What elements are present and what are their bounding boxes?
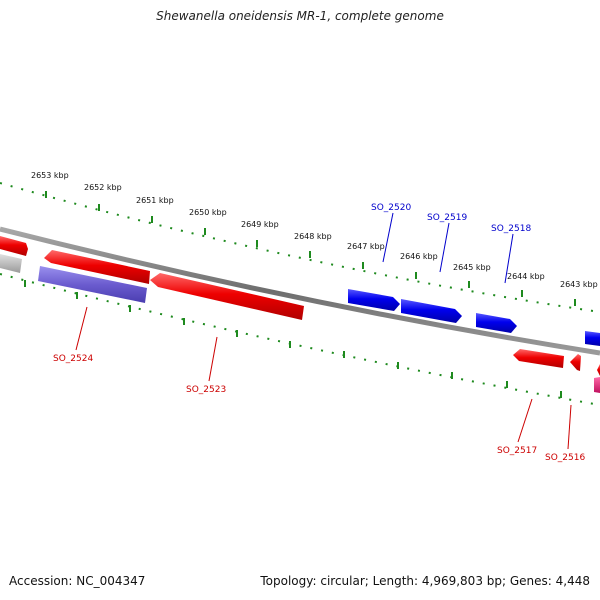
- gene-arrow-forward[interactable]: [401, 299, 462, 323]
- inner-major-ticks: [24, 280, 562, 398]
- gene-label-so-2519[interactable]: SO_2519: [427, 213, 467, 223]
- kbp-label: 2652 kbp: [84, 183, 122, 192]
- gene-leader-line: [517, 398, 533, 443]
- gene-arrow-other-reverse[interactable]: [38, 266, 147, 303]
- kbp-label: 2649 kbp: [241, 220, 279, 229]
- kbp-label: 2653 kbp: [31, 171, 69, 180]
- gene-leader-line: [382, 212, 394, 263]
- gene-leader-line: [75, 306, 88, 351]
- forward-strand-genes[interactable]: [348, 289, 600, 346]
- kbp-label: 2651 kbp: [136, 196, 174, 205]
- outer-ring-dots: [0, 182, 600, 313]
- kbp-label: 2645 kbp: [453, 263, 491, 272]
- genome-backbone: [0, 226, 600, 356]
- gene-label-so-2524[interactable]: SO_2524: [53, 354, 93, 364]
- gene-leader-line: [439, 222, 450, 273]
- gene-arrow-forward[interactable]: [348, 289, 400, 311]
- gene-arrow-reverse[interactable]: [570, 354, 581, 371]
- page-title: Shewanella oneidensis MR-1, complete gen…: [156, 9, 444, 23]
- outer-major-ticks: [45, 191, 576, 306]
- forward-gene-labels: SO_2520 SO_2519 SO_2518: [371, 203, 531, 284]
- gene-leader-line: [208, 336, 218, 382]
- gene-arrow-reverse[interactable]: [44, 250, 150, 284]
- gene-arrow-other[interactable]: [0, 254, 22, 273]
- reverse-gene-labels: SO_2524 SO_2523 SO_2517 SO_2516: [53, 306, 585, 463]
- kbp-label: 2646 kbp: [400, 252, 438, 261]
- reverse-strand-genes: [0, 236, 600, 393]
- kbp-labels: 2653 kbp 2652 kbp 2651 kbp 2650 kbp 2649…: [31, 171, 598, 289]
- gene-arrow-forward[interactable]: [585, 331, 600, 346]
- kbp-label: 2648 kbp: [294, 232, 332, 241]
- inner-scale-ring: [0, 273, 600, 406]
- gene-arrow-reverse[interactable]: [513, 349, 564, 368]
- gene-label-so-2516[interactable]: SO_2516: [545, 453, 585, 463]
- kbp-label: 2644 kbp: [507, 272, 545, 281]
- gene-arrow-reverse[interactable]: [150, 273, 304, 320]
- gene-arrow-other[interactable]: [594, 377, 600, 393]
- kbp-label: 2643 kbp: [560, 280, 598, 289]
- gene-arrow-reverse[interactable]: [597, 364, 600, 376]
- outer-scale-ring: 2653 kbp 2652 kbp 2651 kbp 2650 kbp 2649…: [0, 171, 600, 313]
- kbp-label: 2650 kbp: [189, 208, 227, 217]
- gene-leader-line: [504, 233, 514, 284]
- gene-label-so-2518[interactable]: SO_2518: [491, 224, 531, 234]
- gene-arrow-forward[interactable]: [476, 313, 517, 333]
- inner-ring-dots: [0, 273, 600, 406]
- gene-label-so-2523[interactable]: SO_2523: [186, 385, 226, 395]
- gene-arrow-reverse[interactable]: [0, 236, 28, 256]
- accession-text: Accession: NC_004347: [9, 574, 146, 588]
- gene-leader-line: [567, 404, 572, 450]
- gene-label-so-2517[interactable]: SO_2517: [497, 446, 537, 456]
- genome-summary-text: Topology: circular; Length: 4,969,803 bp…: [260, 574, 590, 588]
- gene-label-so-2520[interactable]: SO_2520: [371, 203, 411, 213]
- kbp-label: 2647 kbp: [347, 242, 385, 251]
